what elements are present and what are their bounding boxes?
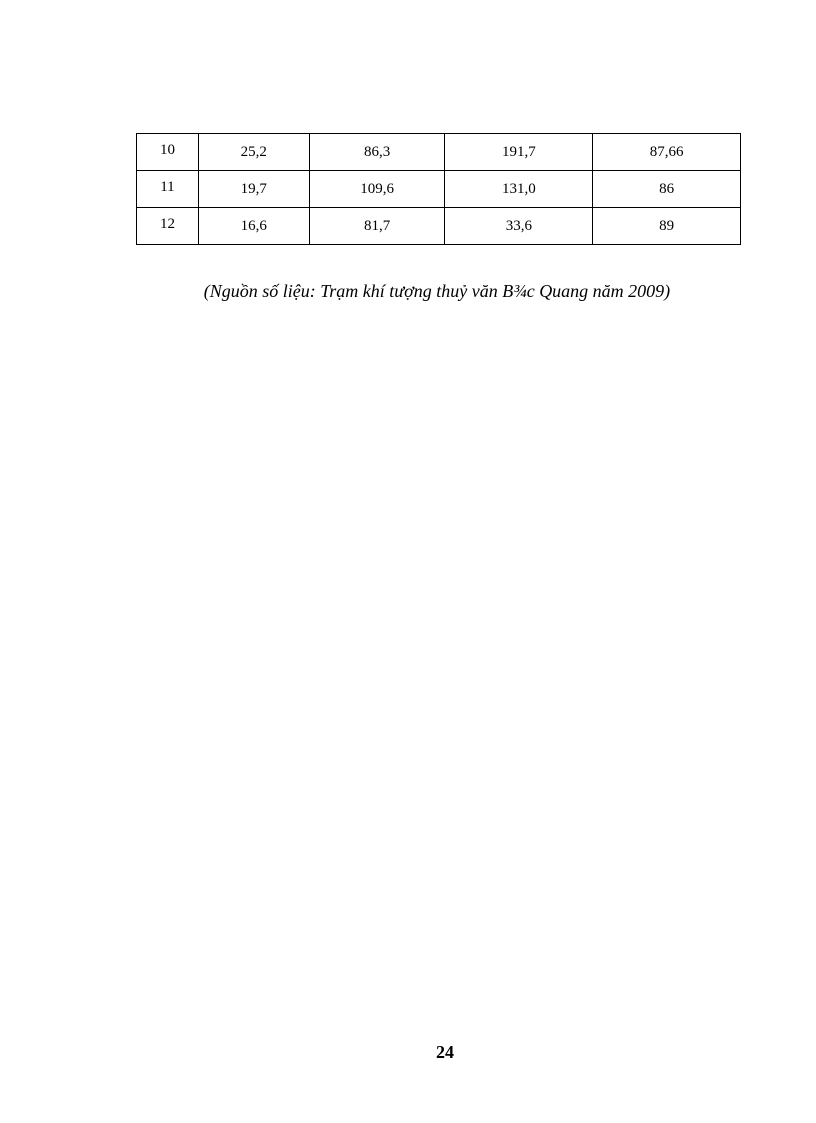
table-row: 10 25,2 86,3 191,7 87,66	[136, 133, 741, 171]
table-cell: 87,66	[592, 133, 741, 171]
month-cell: 11	[136, 170, 199, 208]
table-cell: 33,6	[444, 207, 594, 245]
table-cell: 25,2	[197, 133, 310, 171]
month-cell: 12	[136, 207, 199, 245]
table-cell: 19,7	[197, 170, 310, 208]
table-row: 12 16,6 81,7 33,6 89	[136, 207, 741, 245]
table-row: 11 19,7 109,6 131,0 86	[136, 170, 741, 208]
table-cell: 109,6	[308, 170, 446, 208]
table-cell: 191,7	[444, 133, 594, 171]
month-cell: 10	[136, 133, 199, 171]
table-source-caption: (Nguồn số liệu: Trạm khí tượng thuỷ văn …	[203, 281, 671, 301]
table-cell: 89	[592, 207, 741, 245]
table-cell: 86	[592, 170, 741, 208]
page-number: 24	[436, 1042, 454, 1062]
table-cell: 131,0	[444, 170, 594, 208]
climate-data-table: 10 25,2 86,3 191,7 87,66 11 19,7 109,6 131,0 86 12…	[136, 133, 741, 245]
table-cell: 86,3	[308, 133, 446, 171]
table-cell: 81,7	[308, 207, 446, 245]
table-cell: 16,6	[197, 207, 310, 245]
